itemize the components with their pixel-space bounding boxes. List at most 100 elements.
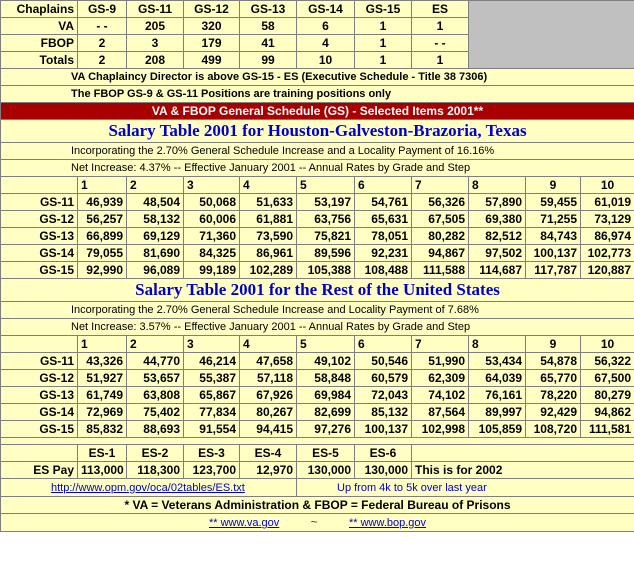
es-header: ES-3 [183, 444, 240, 462]
grade-label: GS-14 [0, 244, 78, 262]
salary-cell: 97,502 [468, 244, 526, 262]
salary-row: GS-12 56,257 58,132 60,006 61,881 63,756 65,63… [0, 210, 634, 228]
salary-cell: 58,132 [126, 210, 184, 228]
opm-es-link[interactable]: http://www.opm.gov/oca/02tables/ES.txt [51, 482, 245, 494]
grade-label: GS-13 [0, 386, 78, 404]
blank-cell [0, 335, 78, 353]
salary-cell: 76,161 [468, 386, 526, 404]
salary-cell: 50,068 [183, 193, 240, 211]
es-increase-note: Up from 4k to 5k over last year [295, 478, 634, 497]
step-header: 1 [77, 176, 127, 194]
salary-cell: 85,832 [77, 420, 127, 438]
salary-row: GS-14 72,969 75,402 77,834 80,267 82,699 85,13… [0, 403, 634, 421]
chaplains-note-row-2: The FBOP GS-9 & GS-11 Positions are trai… [0, 85, 634, 103]
cell: 4 [296, 34, 355, 52]
step-header: 7 [411, 176, 469, 194]
salary-cell: 111,588 [411, 261, 469, 279]
grade-label: GS-12 [0, 369, 78, 387]
salary-row: GS-13 66,899 69,129 71,360 73,590 75,821 78,05… [0, 227, 634, 245]
salary-cell: 86,974 [579, 227, 634, 245]
cell: 1 [354, 34, 412, 52]
cell: 499 [183, 51, 240, 69]
salary-cell: 96,089 [126, 261, 184, 279]
salary-cell: 120,887 [579, 261, 634, 279]
es-pay-row: ES Pay 113,000 118,300 123,700 12,970 13… [0, 461, 634, 479]
salary-cell: 80,267 [239, 403, 297, 421]
es-value: 130,000 [296, 461, 355, 479]
grade-label: GS-15 [0, 261, 78, 279]
col-es: ES [411, 0, 469, 18]
cell: 41 [239, 34, 297, 52]
salary-cell: 97,276 [296, 420, 355, 438]
chaplains-note-row-1: VA Chaplaincy Director is above GS-15 - … [0, 68, 634, 86]
spacer-row [0, 437, 634, 445]
step-header: 6 [354, 176, 412, 194]
salary-cell: 84,743 [525, 227, 581, 245]
grade-label: GS-11 [0, 352, 78, 370]
salary-cell: 88,693 [126, 420, 184, 438]
salary-cell: 77,834 [183, 403, 240, 421]
salary-cell: 80,279 [579, 386, 634, 404]
agency-links: ** www.va.gov ~ ** www.bop.gov [0, 513, 634, 532]
houston-line2-row: Net Increase: 4.37% -- Effective January… [0, 159, 634, 177]
salary-cell: 65,867 [183, 386, 240, 404]
salary-row: GS-14 79,055 81,690 84,325 86,961 89,596 92,23… [0, 244, 634, 262]
salary-cell: 61,881 [239, 210, 297, 228]
chaplains-table: Chaplains GS-9 GS-11 GS-12 GS-13 GS-14 G… [0, 0, 634, 532]
step-header: 5 [296, 176, 355, 194]
step-header: 7 [411, 335, 469, 353]
salary-cell: 51,927 [77, 369, 127, 387]
cell: 1 [411, 51, 469, 69]
bop-gov-link[interactable]: ** www.bop.gov [348, 517, 427, 529]
step-header: 6 [354, 335, 412, 353]
blank-cell [0, 176, 78, 194]
salary-cell: 94,415 [239, 420, 297, 438]
cell: 3 [126, 34, 184, 52]
cell: 6 [296, 17, 355, 35]
va-gov-link[interactable]: ** www.va.gov [208, 517, 280, 529]
salary-cell: 46,214 [183, 352, 240, 370]
es-header: ES-6 [354, 444, 412, 462]
salary-cell: 53,197 [296, 193, 355, 211]
step-header: 10 [579, 335, 634, 353]
salary-cell: 91,554 [183, 420, 240, 438]
salary-cell: 87,564 [411, 403, 469, 421]
spacer [0, 437, 634, 445]
chaplains-label: Chaplains [0, 0, 78, 18]
salary-cell: 63,808 [126, 386, 184, 404]
salary-cell: 63,756 [296, 210, 355, 228]
rest-salary-rows: GS-11 43,326 44,770 46,214 47,658 49,102 50,54… [0, 352, 634, 438]
training-positions-note: The FBOP GS-9 & GS-11 Positions are trai… [0, 85, 634, 103]
cell: 208 [126, 51, 184, 69]
cell: 1 [411, 17, 469, 35]
cell: 99 [239, 51, 297, 69]
es-value: 123,700 [183, 461, 240, 479]
cell: - - [77, 17, 127, 35]
salary-cell: 102,773 [579, 244, 634, 262]
salary-cell: 69,984 [296, 386, 355, 404]
col-gs11: GS-11 [126, 0, 184, 18]
es-header: ES-5 [296, 444, 355, 462]
rest-line2: Net Increase: 3.57% -- Effective January… [0, 318, 634, 336]
salary-row: GS-15 85,832 88,693 91,554 94,415 97,276 100,1… [0, 420, 634, 438]
col-gs9: GS-9 [77, 0, 127, 18]
salary-cell: 78,220 [525, 386, 581, 404]
salary-cell: 54,761 [354, 193, 412, 211]
salary-cell: 60,006 [183, 210, 240, 228]
cell: 320 [183, 17, 240, 35]
salary-cell: 51,633 [239, 193, 297, 211]
step-header: 4 [239, 335, 297, 353]
links-row: ** www.va.gov ~ ** www.bop.gov [0, 513, 634, 532]
salary-cell: 73,590 [239, 227, 297, 245]
es-link-cell: http://www.opm.gov/oca/02tables/ES.txt [0, 478, 297, 497]
salary-cell: 55,387 [183, 369, 240, 387]
step-header: 3 [183, 176, 240, 194]
chaplaincy-director-note: VA Chaplaincy Director is above GS-15 - … [0, 68, 634, 86]
step-header: 2 [126, 176, 184, 194]
salary-cell: 50,546 [354, 352, 412, 370]
row-label: Totals [0, 51, 78, 69]
salary-row: GS-11 46,939 48,504 50,068 51,633 53,197 54,76… [0, 193, 634, 211]
salary-cell: 57,890 [468, 193, 526, 211]
cell: 2 [77, 51, 127, 69]
step-header: 8 [468, 176, 526, 194]
